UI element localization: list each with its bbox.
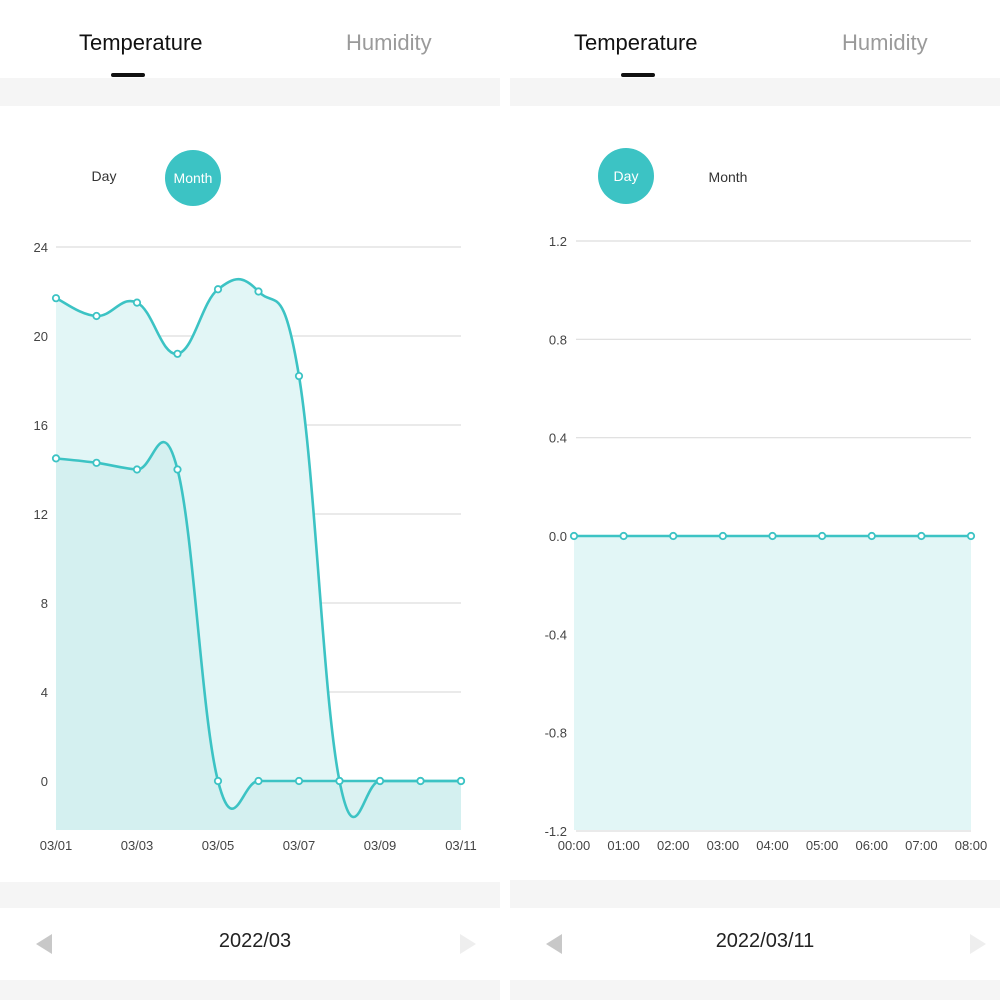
left-panel: Temperature Humidity Day Month 24 20 16 12 8… [0,30,500,1000]
x-tick-label: 08:00 [955,838,988,853]
x-tick-label: 03/03 [121,838,154,853]
x-tick-label: 06:00 [855,838,888,853]
footer-band [510,880,1000,908]
next-period-button[interactable] [458,932,478,956]
y-tick-label: 8 [41,596,48,611]
data-point [213,285,223,294]
x-tick-label: 05:00 [806,838,839,853]
active-tab-indicator [621,73,655,77]
y-tick-label: 0.0 [549,529,567,544]
divider-band [510,78,1000,106]
active-tab-indicator [111,73,145,77]
x-tick-label: 03/01 [40,838,73,853]
divider-band [0,78,500,106]
data-point [768,531,777,541]
bottom-band [0,980,500,1000]
current-period: 2022/03 [218,930,292,952]
chevron-left-icon [546,934,562,954]
tab-temperature[interactable]: Temperature [574,30,698,55]
data-point [51,294,61,303]
data-point [254,776,263,786]
x-tick-label: 03/09 [364,838,397,853]
x-tick-label: 04:00 [756,838,789,853]
series-area [56,442,461,830]
prev-period-button[interactable] [544,932,564,956]
y-tick-label: 20 [34,329,48,344]
next-period-button[interactable] [968,932,988,956]
data-point [92,311,101,321]
x-tick-label: 03/07 [283,838,316,853]
data-point [867,531,876,541]
data-point [335,776,344,786]
y-tick-label: 1.2 [549,234,567,249]
data-point [669,531,678,541]
data-point [132,465,142,474]
month-toggle[interactable]: Month [708,169,748,185]
data-point [213,776,223,786]
data-point [51,454,61,463]
y-tick-label: 4 [41,685,48,700]
data-point [569,531,579,541]
x-tick-label: 01:00 [607,838,640,853]
y-tick-label: 0 [41,774,48,789]
x-tick-label: 00:00 [558,838,591,853]
y-tick-label: 24 [34,240,48,255]
current-period: 2022/03/11 [715,930,815,952]
data-point [619,531,628,541]
data-point [818,531,827,541]
y-tick-label: -0.4 [545,627,567,642]
month-chart: 24 20 16 12 8 4 0 03/01 03/03 03/05 03/07 03/09 03/… [34,240,477,853]
y-tick-label: 16 [34,418,48,433]
data-point [254,287,263,296]
series-area [574,536,971,830]
prev-period-button[interactable] [34,932,54,956]
day-chart: 1.2 0.8 0.4 0.0 -0.4 -0.8 -1.2 00:00 01:00 02:00… [545,234,988,853]
day-toggle[interactable]: Day [91,168,117,184]
x-tick-label: 07:00 [905,838,938,853]
data-point [966,531,976,541]
data-point [132,298,142,307]
footer-band [0,882,500,908]
x-tick-label: 03/05 [202,838,235,853]
bottom-band [510,980,1000,1000]
tab-humidity[interactable]: Humidity [842,30,928,55]
tab-humidity[interactable]: Humidity [346,30,432,55]
x-tick-label: 02:00 [657,838,690,853]
x-tick-label: 03/11 [445,838,477,853]
chevron-right-icon [460,934,476,954]
right-panel: Temperature Humidity Day Month 1.2 0.8 0.4… [510,0,1000,1000]
data-point [917,531,926,541]
month-toggle[interactable]: Month [165,150,221,206]
day-toggle[interactable]: Day [598,148,654,204]
data-point [375,776,385,786]
data-point [173,465,182,474]
y-tick-label: -1.2 [545,824,567,839]
y-tick-label: -0.8 [545,726,567,741]
chevron-left-icon [36,934,52,954]
data-point [416,776,425,786]
tab-temperature[interactable]: Temperature [79,30,203,55]
chevron-right-icon [970,934,986,954]
y-tick-label: 0.8 [549,332,567,347]
data-point [92,458,101,467]
data-point [173,349,182,358]
data-point [718,531,727,541]
data-point [456,776,466,786]
data-point [294,371,304,381]
y-tick-label: 12 [34,507,48,522]
data-point [294,776,304,786]
x-tick-label: 03:00 [707,838,740,853]
y-tick-label: 0.4 [549,431,567,446]
